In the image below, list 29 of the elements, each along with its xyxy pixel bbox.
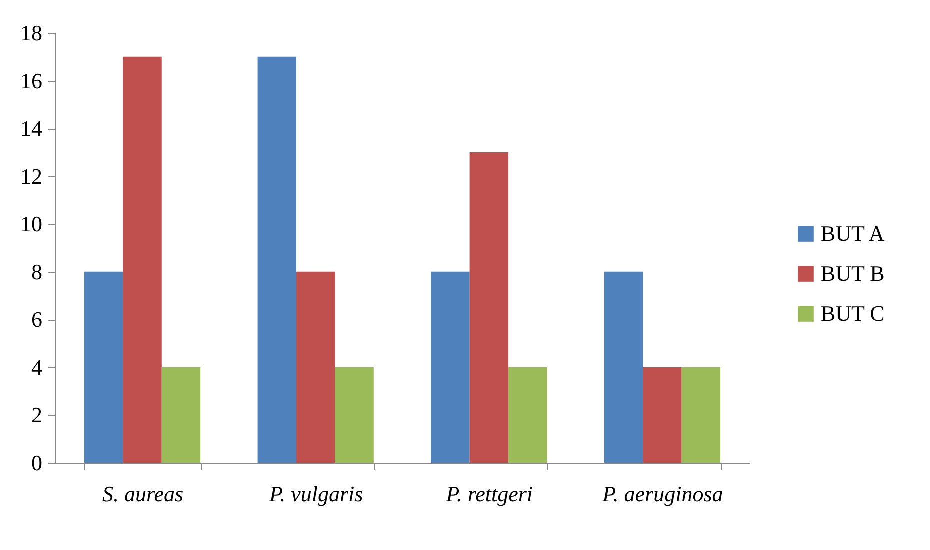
x-tick-label: P. vulgaris bbox=[268, 482, 364, 506]
bar bbox=[84, 272, 124, 463]
y-tick-label: 2 bbox=[32, 402, 42, 428]
bar bbox=[162, 367, 201, 463]
y-tick-label: 18 bbox=[20, 20, 42, 46]
y-tick-label: 12 bbox=[20, 164, 42, 189]
x-tick-label: P. aeruginosa bbox=[602, 482, 724, 506]
y-tick-label: 6 bbox=[32, 307, 42, 332]
legend-label: BUT A bbox=[821, 221, 885, 246]
y-tick-label: 8 bbox=[32, 259, 42, 284]
bar bbox=[682, 367, 721, 463]
bar bbox=[123, 56, 162, 463]
bar bbox=[335, 367, 374, 463]
legend-label: BUT C bbox=[821, 301, 885, 326]
y-tick-label: 0 bbox=[32, 450, 42, 476]
bar bbox=[508, 367, 548, 463]
bar bbox=[604, 272, 644, 463]
bar bbox=[431, 272, 470, 463]
y-tick-label: 16 bbox=[20, 68, 42, 94]
legend-label: BUT B bbox=[821, 261, 885, 286]
bar bbox=[470, 152, 509, 463]
bar bbox=[643, 367, 682, 463]
y-tick-label: 14 bbox=[20, 116, 42, 142]
x-tick-label: S. aureas bbox=[102, 482, 184, 506]
y-tick-label: 10 bbox=[20, 212, 42, 237]
y-tick-label: 4 bbox=[32, 354, 42, 380]
x-tick-label: P. rettgeri bbox=[445, 482, 534, 506]
bar bbox=[296, 272, 336, 463]
bar bbox=[258, 56, 296, 463]
